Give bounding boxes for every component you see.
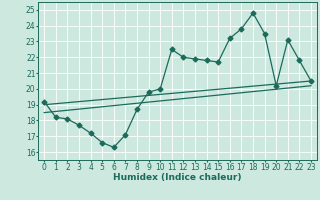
X-axis label: Humidex (Indice chaleur): Humidex (Indice chaleur) bbox=[113, 173, 242, 182]
